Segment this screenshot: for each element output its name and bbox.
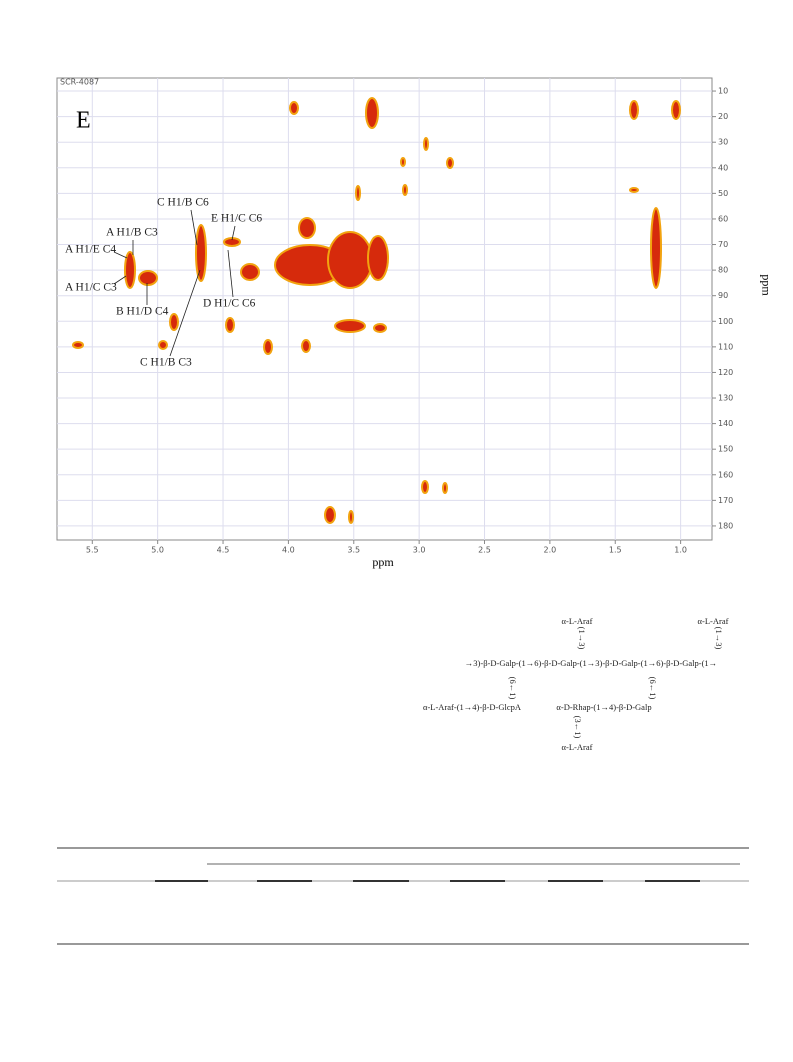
annotation: A H1/E C4 <box>65 244 116 256</box>
peak <box>225 317 235 333</box>
peak <box>327 231 373 289</box>
peak <box>263 339 273 355</box>
y-tick-label: 80 <box>718 266 728 275</box>
residue: α-D-Rhap-(1→4)-β-D-Galp <box>556 702 651 712</box>
arrow <box>113 251 128 259</box>
y-tick-label: 70 <box>718 240 728 249</box>
table <box>57 847 749 945</box>
peak <box>158 340 168 350</box>
structure: α-L-Araf (1→3) α-L-Araf (1→3) →3)-β-D-Ga… <box>423 616 729 752</box>
backbone: →3)-β-D-Galp-(1→6)-β-D-Galp-(1→3)-β-D-Ga… <box>465 658 717 668</box>
panel-label: E <box>76 108 91 134</box>
residue: α-L-Araf-(1→4)-β-D-GlcpA <box>423 702 522 712</box>
arrow <box>227 249 234 298</box>
peak <box>138 270 158 286</box>
annotation: D H1/C C6 <box>203 298 256 310</box>
grid <box>57 78 716 544</box>
peaks <box>72 97 681 524</box>
x-tick-label: 2.0 <box>544 546 557 555</box>
y-tick-label: 30 <box>718 138 728 147</box>
peak <box>629 100 639 120</box>
arrow <box>231 225 236 241</box>
annotations: C H1/B C6 A H1/B C3 E H1/C C6 A H1/E C4 … <box>65 197 262 369</box>
peak <box>629 187 639 193</box>
peak <box>289 101 299 115</box>
peak <box>334 319 366 333</box>
x-tick-label: 4.5 <box>217 546 230 555</box>
peak <box>442 482 448 494</box>
linkage: (3←1) <box>573 716 583 739</box>
x-axis-label: ppm <box>372 555 394 569</box>
x-tick-label: 1.0 <box>674 546 687 555</box>
peak <box>421 480 429 494</box>
x-tick-label: 5.5 <box>86 546 99 555</box>
arrow <box>190 209 198 246</box>
residue: α-L-Araf <box>562 616 593 626</box>
x-tick-label: 2.5 <box>478 546 491 555</box>
arrow <box>169 269 201 357</box>
peak <box>298 217 316 239</box>
annotation: A H1/B C3 <box>106 227 158 239</box>
arrow <box>113 275 127 285</box>
peak <box>223 237 241 247</box>
y-tick-label: 10 <box>718 87 728 96</box>
y-tick-label: 170 <box>718 496 733 505</box>
residue: α-L-Araf <box>698 616 729 626</box>
y-tick-label: 110 <box>718 342 733 351</box>
peak <box>671 100 681 120</box>
annotation: E H1/C C6 <box>211 213 262 225</box>
plot-frame <box>56 77 713 541</box>
y-tick-label: 90 <box>718 291 728 300</box>
y-tick-label: 160 <box>718 470 733 479</box>
peak <box>650 207 662 289</box>
peak <box>423 137 429 151</box>
annotation: B H1/D C4 <box>116 306 169 318</box>
y-tick-label: 60 <box>718 214 728 223</box>
spectrum-code: SCR-4087 <box>60 78 99 87</box>
y-tick-label: 130 <box>718 394 733 403</box>
annotation: C H1/B C3 <box>140 357 192 369</box>
peak <box>324 506 336 524</box>
x-tick-label: 3.0 <box>413 546 426 555</box>
peak <box>365 97 379 129</box>
peak <box>446 157 454 169</box>
peak <box>402 184 408 196</box>
y-tick-label: 50 <box>718 189 728 198</box>
annotation: A H1/C C3 <box>65 282 117 294</box>
x-tick-label: 4.0 <box>282 546 295 555</box>
peak <box>373 323 387 333</box>
peak <box>195 224 207 282</box>
peak <box>355 185 361 201</box>
peak <box>367 235 389 281</box>
peak <box>301 339 311 353</box>
y-tick-label: 140 <box>718 419 733 428</box>
y-tick-label: 180 <box>718 521 733 530</box>
peak <box>72 341 84 349</box>
linkage: (6←1) <box>508 677 518 700</box>
peak <box>240 263 260 281</box>
peak <box>124 251 136 289</box>
y-axis-label: ppm <box>759 274 773 296</box>
linkage: (1→3) <box>577 627 587 650</box>
x-tick-label: 5.0 <box>151 546 164 555</box>
linkage: (6←1) <box>648 677 658 700</box>
x-tick-label: 1.5 <box>609 546 622 555</box>
x-tick-label: 3.5 <box>347 546 360 555</box>
annotation: C H1/B C6 <box>157 197 209 209</box>
peak <box>169 313 179 331</box>
y-tick-label: 100 <box>718 317 733 326</box>
residue: α-L-Araf <box>562 742 593 752</box>
peak <box>400 157 406 167</box>
y-tick-label: 150 <box>718 445 733 454</box>
peak <box>348 510 354 524</box>
y-tick-label: 40 <box>718 163 728 172</box>
linkage: (1→3) <box>714 627 724 650</box>
y-tick-label: 120 <box>718 368 733 377</box>
y-tick-label: 20 <box>718 112 728 121</box>
